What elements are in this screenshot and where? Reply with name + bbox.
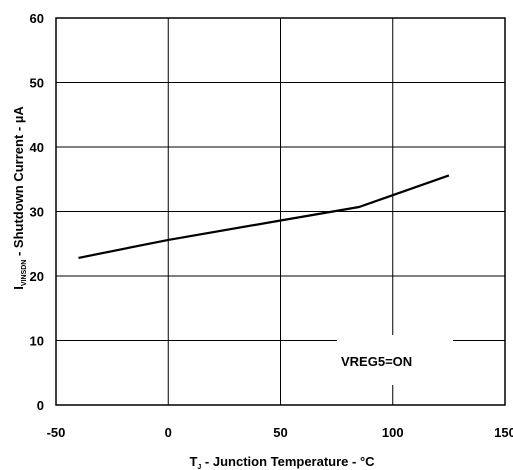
x-tick-label-4: 150 [494,425,513,440]
y-tick-label-0: 0 [37,398,44,413]
plot-frame [55,17,506,406]
x-tick-label-2: 50 [273,425,287,440]
annotation-box: VREG5=ON [337,335,453,385]
y-tick-label-2: 20 [30,269,44,284]
y-axis-title: IVINSDN - Shutdown Current - µA [11,106,28,290]
annotation-label: VREG5=ON [341,354,412,369]
y-tick-labels: 0 10 20 30 40 50 60 [30,11,44,413]
x-axis-label-text: - Junction Temperature - °C [201,454,375,469]
annotation-background [337,335,453,385]
y-tick-label-3: 30 [30,205,44,220]
x-tick-label-0: -50 [47,425,66,440]
x-tick-label-1: 0 [165,425,172,440]
y-axis-subscript: VINSDN [21,260,28,286]
y-axis-symbol: I [11,286,26,290]
series-line-0 [78,174,450,259]
y-axis-label-text: - Shutdown Current - µA [11,106,26,260]
y-tick-label-4: 40 [30,140,44,155]
x-tick-label-3: 100 [382,425,404,440]
x-axis-symbol: T [189,454,197,469]
y-tick-label-6: 60 [30,11,44,26]
y-tick-label-1: 10 [30,334,44,349]
series-lines [78,174,450,259]
x-axis-title: TJ - Junction Temperature - °C [189,454,375,470]
x-axis-subscript: J [197,464,201,470]
y-tick-label-5: 50 [30,76,44,91]
x-tick-labels: -50 0 50 100 150 [47,425,513,440]
